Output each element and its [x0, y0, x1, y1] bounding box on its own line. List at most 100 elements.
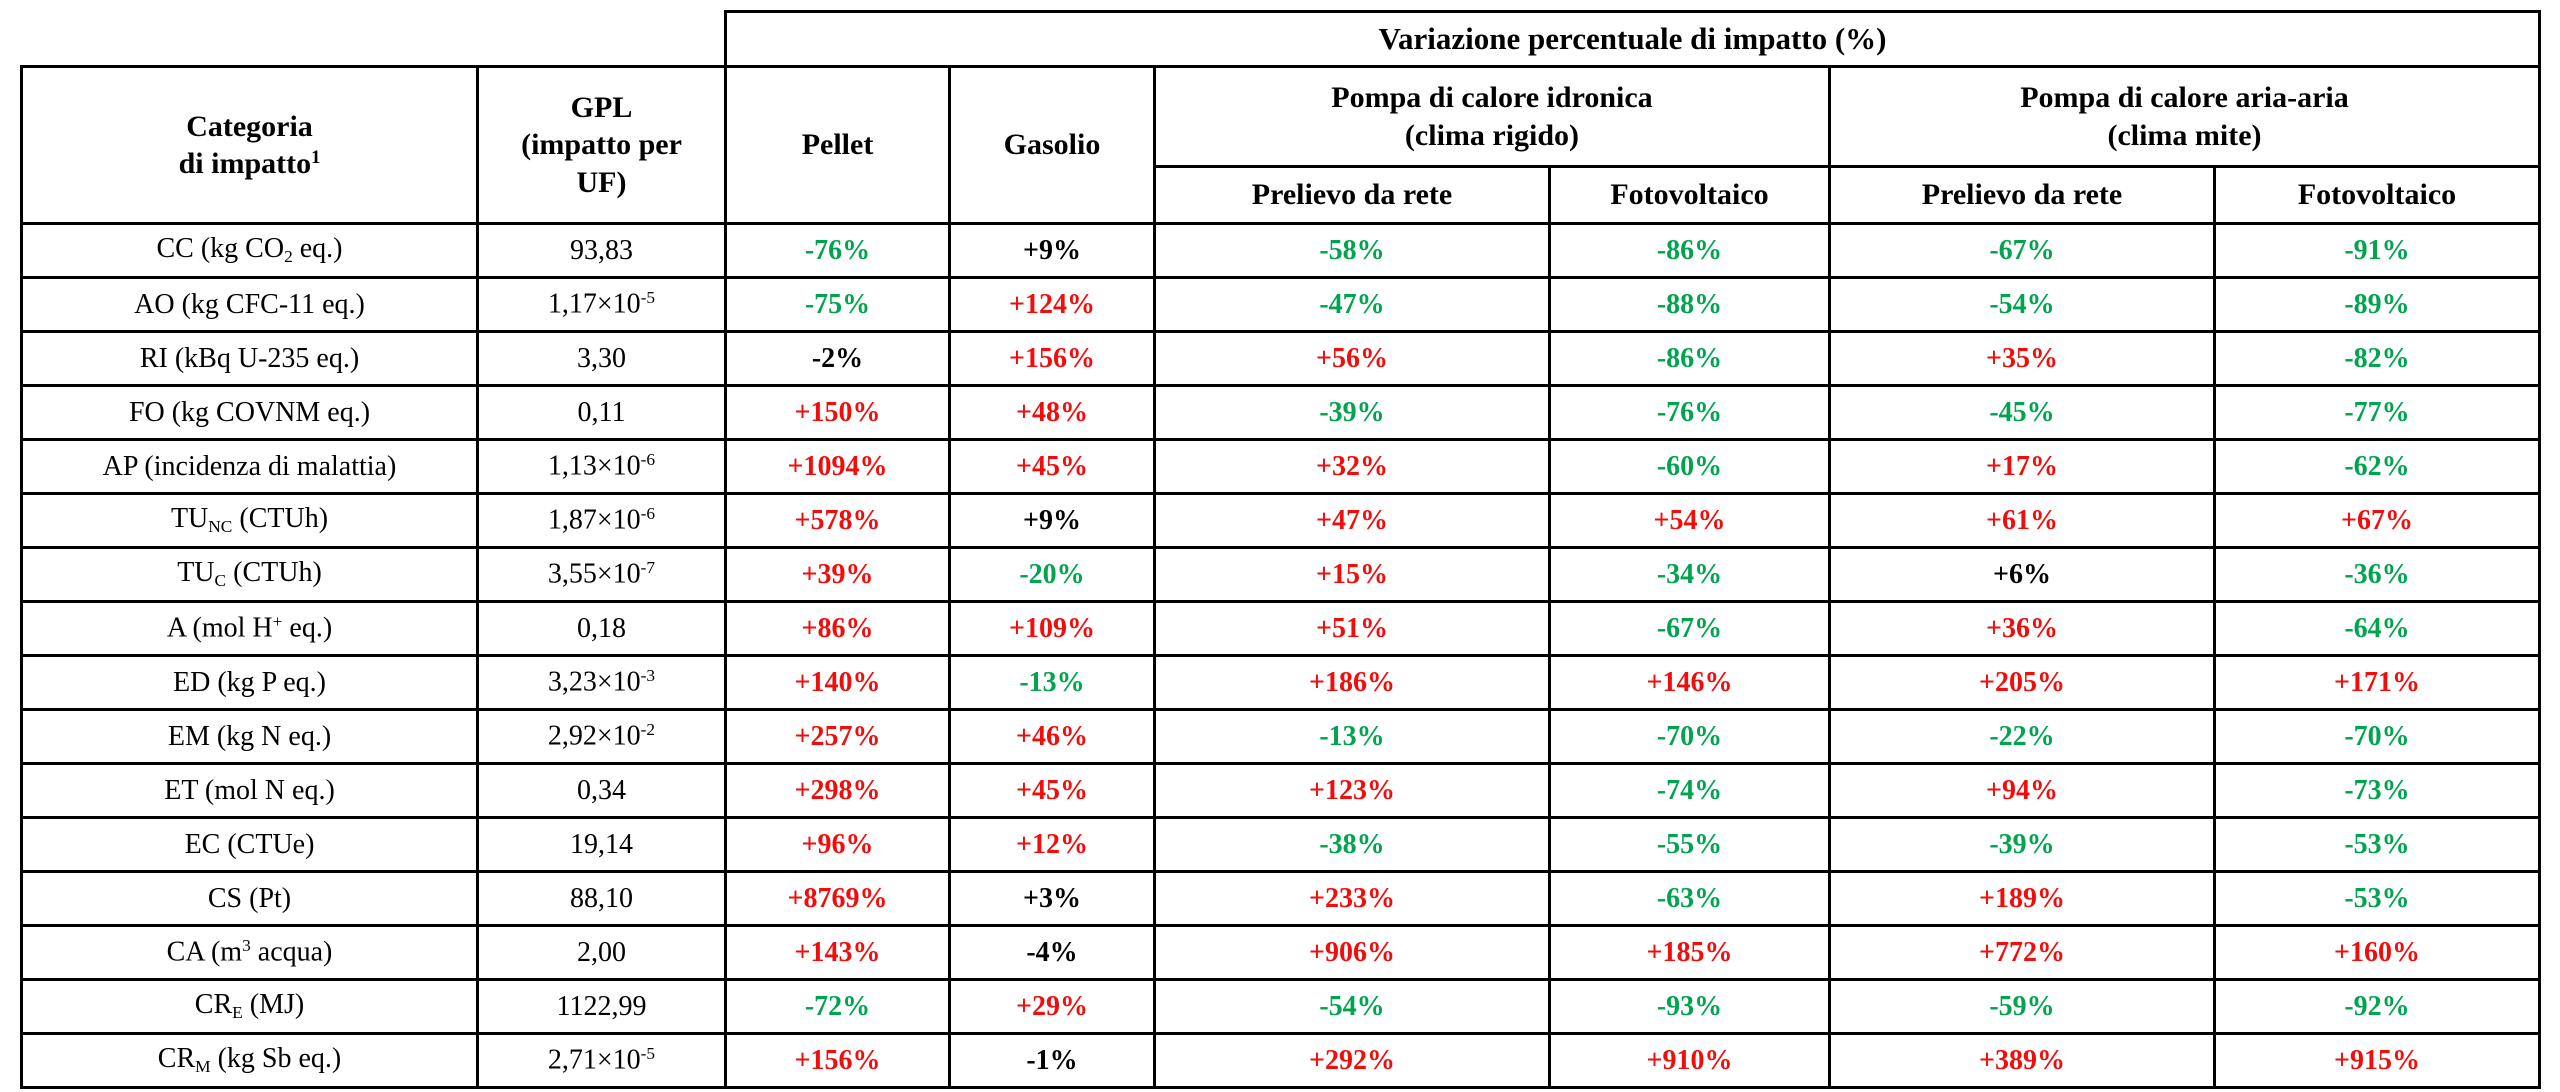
idronica-fotovoltaico-value-cell: -55%: [1548, 816, 1831, 873]
aria-prelievo-value-cell: +35%: [1828, 330, 2216, 387]
idronica-prelievo-value-cell: +292%: [1153, 1032, 1551, 1089]
aria-fotovoltaico-value-cell: +171%: [2212, 654, 2542, 711]
gasolio-value-cell: +3%: [948, 870, 1156, 927]
table-row: CRM (kg Sb eq.) 2,71×10-5 +156% -1% +292% +91…: [20, 1032, 2542, 1089]
idronica-fotovoltaico-value-cell: -34%: [1548, 546, 1831, 603]
aria-prelievo-value-cell: -59%: [1828, 978, 2216, 1035]
aria-prelievo-value-cell: +94%: [1828, 762, 2216, 819]
aria-prelievo-value-cell: +205%: [1828, 654, 2216, 711]
table-row: TUNC (CTUh) 1,87×10-6 +578% +9% +47% +54% +61%…: [20, 492, 2542, 549]
gasolio-value-cell: -1%: [948, 1032, 1156, 1089]
gpl-value-cell: 3,30: [476, 330, 727, 387]
idronica-prelievo-value-cell: +906%: [1153, 924, 1551, 981]
aria-fotovoltaico-value-cell: +67%: [2212, 492, 2542, 549]
aria-fotovoltaico-value-cell: -53%: [2212, 816, 2542, 873]
table-row: CRE (MJ) 1122,99 -72% +29% -54% -93% -59% -92%: [20, 978, 2542, 1035]
aria-fotovoltaico-value-cell: -70%: [2212, 708, 2542, 765]
table-row: EC (CTUe) 19,14 +96% +12% -38% -55% -39% -53%: [20, 816, 2542, 873]
table-row: AO (kg CFC-11 eq.) 1,17×10-5 -75% +124% -47%…: [20, 276, 2542, 333]
idronica-fotovoltaico-value-cell: -60%: [1548, 438, 1831, 495]
table-row: FO (kg COVNM eq.) 0,11 +150% +48% -39% -76% -4…: [20, 384, 2542, 441]
gasolio-value-cell: +109%: [948, 600, 1156, 657]
idronica-prelievo-value-cell: +56%: [1153, 330, 1551, 387]
aria-prelievo-value-cell: -22%: [1828, 708, 2216, 765]
category-cell: ET (mol N eq.): [20, 762, 479, 819]
idronica-prelievo-value-cell: +47%: [1153, 492, 1551, 549]
table-row: ED (kg P eq.) 3,23×10-3 +140% -13% +186% +146…: [20, 654, 2542, 711]
header-categoria-di-impatto: Categoria di impatto1: [20, 65, 479, 225]
gpl-value-cell: 88,10: [476, 870, 727, 927]
aria-fotovoltaico-value-cell: -91%: [2212, 222, 2542, 279]
table-row: CA (m3 acqua) 2,00 +143% -4% +906% +185% +772%…: [20, 924, 2542, 981]
gasolio-value-cell: -13%: [948, 654, 1156, 711]
gasolio-value-cell: +124%: [948, 276, 1156, 333]
table-row: RI (kBq U-235 eq.) 3,30 -2% +156% +56% -86% +3…: [20, 330, 2542, 387]
category-cell: AP (incidenza di malattia): [20, 438, 479, 495]
idronica-prelievo-value-cell: +32%: [1153, 438, 1551, 495]
pellet-value-cell: +1094%: [724, 438, 951, 495]
category-cell: FO (kg COVNM eq.): [20, 384, 479, 441]
gasolio-value-cell: +156%: [948, 330, 1156, 387]
impact-table: Variazione percentuale di impatto (%) Ca…: [20, 10, 2542, 1089]
idronica-prelievo-value-cell: +123%: [1153, 762, 1551, 819]
category-cell: CA (m3 acqua): [20, 924, 479, 981]
table-row: TUC (CTUh) 3,55×10-7 +39% -20% +15% -34% +6% -3…: [20, 546, 2542, 603]
category-cell: TUC (CTUh): [20, 546, 479, 603]
idronica-prelievo-value-cell: +233%: [1153, 870, 1551, 927]
idronica-fotovoltaico-value-cell: -74%: [1548, 762, 1831, 819]
idronica-prelievo-value-cell: +51%: [1153, 600, 1551, 657]
category-cell: CS (Pt): [20, 870, 479, 927]
gpl-value-cell: 93,83: [476, 222, 727, 279]
table-row: EM (kg N eq.) 2,92×10-2 +257% +46% -13% -70% -…: [20, 708, 2542, 765]
idronica-prelievo-value-cell: -54%: [1153, 978, 1551, 1035]
aria-fotovoltaico-value-cell: -82%: [2212, 330, 2542, 387]
idronica-fotovoltaico-value-cell: -86%: [1548, 330, 1831, 387]
aria-prelievo-value-cell: -39%: [1828, 816, 2216, 873]
gpl-value-cell: 0,18: [476, 600, 727, 657]
empty-corner-cell: [22, 12, 726, 67]
gasolio-value-cell: +29%: [948, 978, 1156, 1035]
table-row: AP (incidenza di malattia) 1,13×10-6 +1094…: [20, 438, 2542, 495]
header-pellet: Pellet: [724, 65, 951, 225]
impact-variation-table-figure: Variazione percentuale di impatto (%) Ca…: [20, 10, 2542, 1089]
gasolio-value-cell: +45%: [948, 438, 1156, 495]
category-cell: ED (kg P eq.): [20, 654, 479, 711]
idronica-fotovoltaico-value-cell: -63%: [1548, 870, 1831, 927]
aria-prelievo-value-cell: -54%: [1828, 276, 2216, 333]
category-cell: EM (kg N eq.): [20, 708, 479, 765]
category-cell: EC (CTUe): [20, 816, 479, 873]
category-cell: AO (kg CFC-11 eq.): [20, 276, 479, 333]
aria-prelievo-value-cell: +389%: [1828, 1032, 2216, 1089]
gasolio-value-cell: -20%: [948, 546, 1156, 603]
idronica-prelievo-value-cell: -38%: [1153, 816, 1551, 873]
pellet-value-cell: -2%: [724, 330, 951, 387]
aria-fotovoltaico-value-cell: -77%: [2212, 384, 2542, 441]
idronica-fotovoltaico-value-cell: +146%: [1548, 654, 1831, 711]
header-variazione-percentuale: Variazione percentuale di impatto (%): [723, 10, 2542, 68]
pellet-value-cell: +86%: [724, 600, 951, 657]
idronica-fotovoltaico-value-cell: +54%: [1548, 492, 1831, 549]
gpl-value-cell: 0,34: [476, 762, 727, 819]
header-fotovoltaico-rigido: Fotovoltaico: [1548, 165, 1831, 225]
aria-prelievo-value-cell: +6%: [1828, 546, 2216, 603]
aria-prelievo-value-cell: +61%: [1828, 492, 2216, 549]
gpl-value-cell: 3,23×10-3: [476, 654, 727, 711]
gpl-value-cell: 2,00: [476, 924, 727, 981]
aria-fotovoltaico-value-cell: -53%: [2212, 870, 2542, 927]
pellet-value-cell: +257%: [724, 708, 951, 765]
pellet-value-cell: +96%: [724, 816, 951, 873]
header-row-variazione: Variazione percentuale di impatto (%): [22, 10, 2542, 68]
aria-prelievo-value-cell: +36%: [1828, 600, 2216, 657]
gpl-value-cell: 3,55×10-7: [476, 546, 727, 603]
gpl-value-cell: 1,13×10-6: [476, 438, 727, 495]
idronica-fotovoltaico-value-cell: +185%: [1548, 924, 1831, 981]
aria-fotovoltaico-value-cell: -73%: [2212, 762, 2542, 819]
category-cell: RI (kBq U-235 eq.): [20, 330, 479, 387]
aria-prelievo-value-cell: +189%: [1828, 870, 2216, 927]
pellet-value-cell: +150%: [724, 384, 951, 441]
aria-prelievo-value-cell: +772%: [1828, 924, 2216, 981]
idronica-fotovoltaico-value-cell: -93%: [1548, 978, 1831, 1035]
aria-prelievo-value-cell: -67%: [1828, 222, 2216, 279]
pellet-value-cell: -76%: [724, 222, 951, 279]
gasolio-value-cell: +48%: [948, 384, 1156, 441]
